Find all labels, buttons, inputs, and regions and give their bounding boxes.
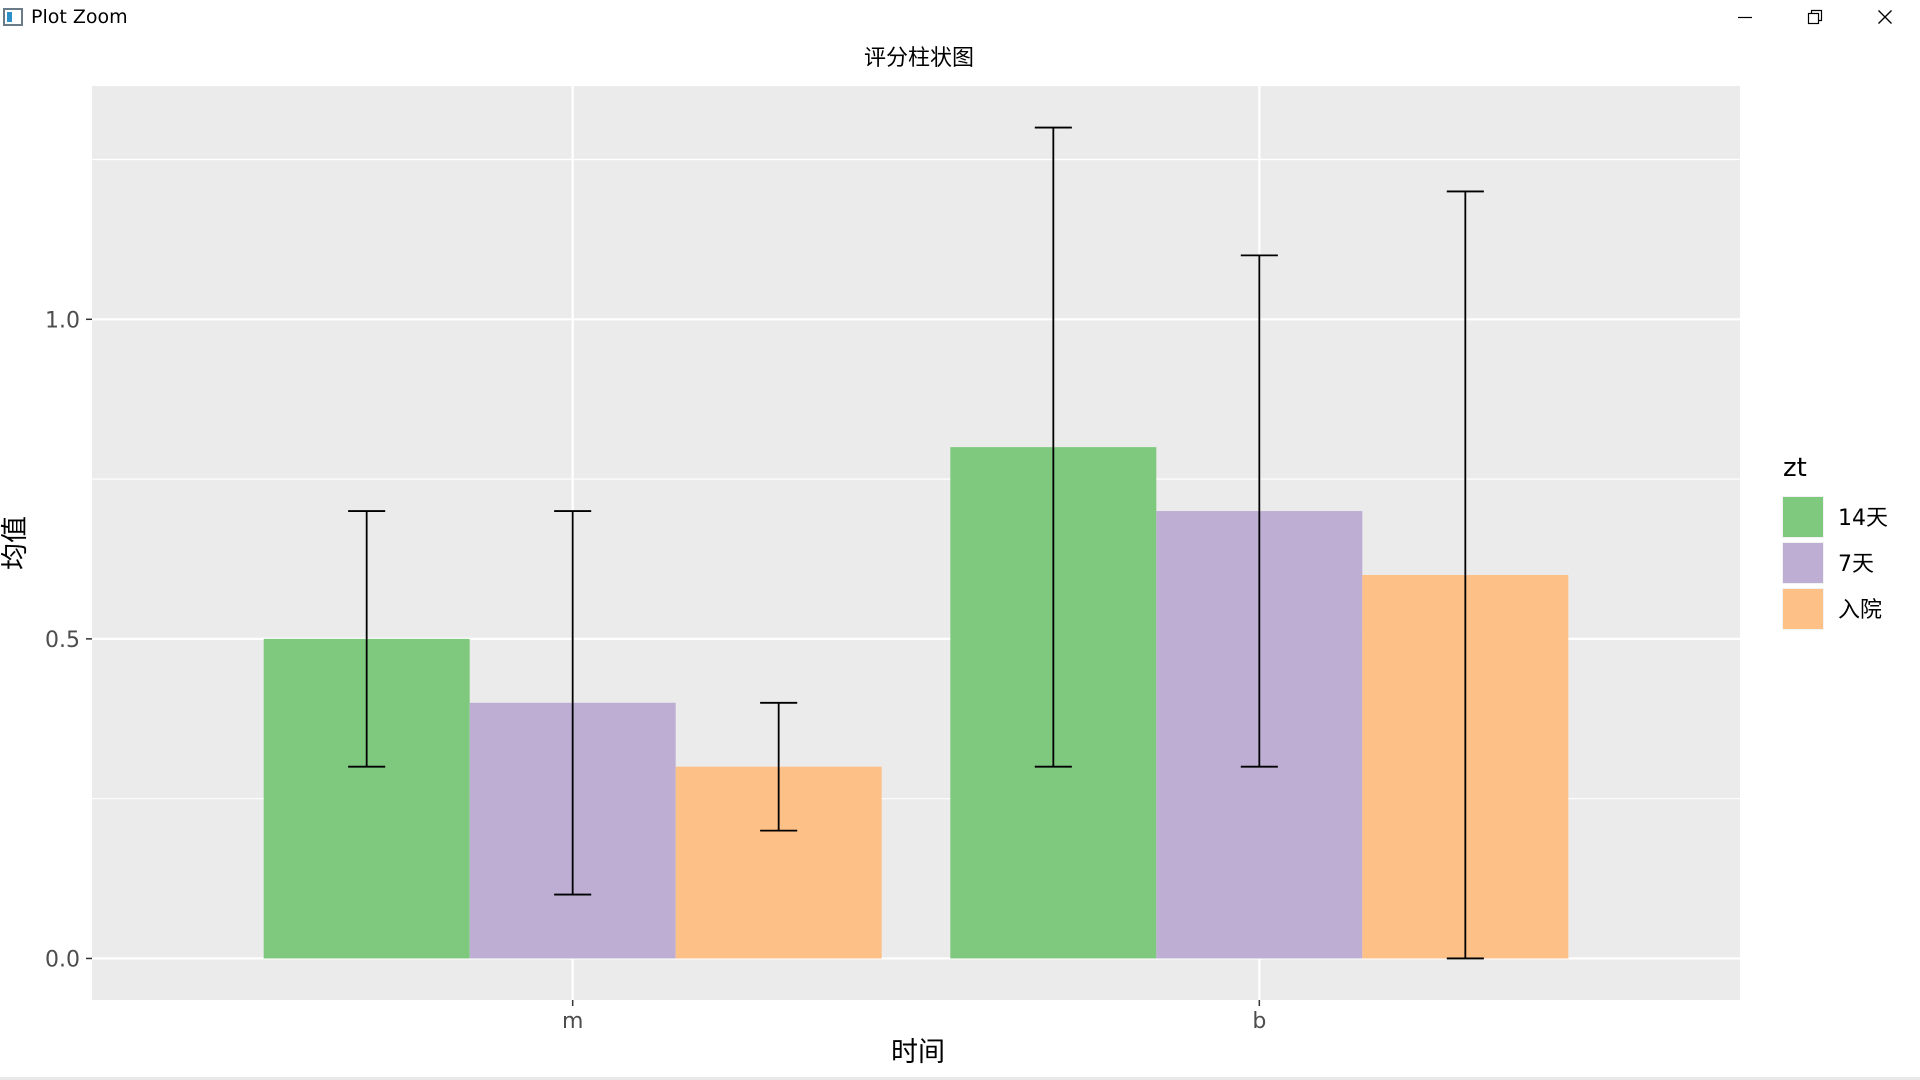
- close-button[interactable]: [1850, 0, 1920, 34]
- chart-title: 评分柱状图: [864, 46, 974, 71]
- window-bottom-edge: [0, 1077, 1920, 1080]
- app-icon: [3, 8, 23, 26]
- window-title: Plot Zoom: [31, 6, 128, 28]
- restore-button[interactable]: [1780, 0, 1850, 34]
- legend-title: zt: [1783, 453, 1807, 483]
- y-tick-label: 0.0: [45, 947, 80, 972]
- legend-label: 14天: [1838, 506, 1888, 531]
- close-icon: [1878, 10, 1892, 24]
- legend-swatch: [1783, 589, 1823, 629]
- x-tick-label: b: [1252, 1009, 1266, 1034]
- y-axis-label: 均值: [0, 516, 31, 570]
- x-axis-label: 时间: [891, 1037, 945, 1068]
- legend-swatch: [1783, 543, 1823, 583]
- legend-label: 7天: [1838, 552, 1874, 577]
- x-tick-label: m: [562, 1009, 583, 1034]
- window-titlebar: Plot Zoom: [0, 0, 1920, 34]
- legend-label: 入院: [1838, 598, 1882, 623]
- y-tick-label: 1.0: [45, 308, 80, 333]
- legend-swatch: [1783, 497, 1823, 537]
- restore-icon: [1807, 9, 1823, 25]
- minimize-button[interactable]: [1710, 0, 1780, 34]
- minimize-icon: [1738, 16, 1752, 19]
- y-tick-label: 0.5: [45, 628, 80, 653]
